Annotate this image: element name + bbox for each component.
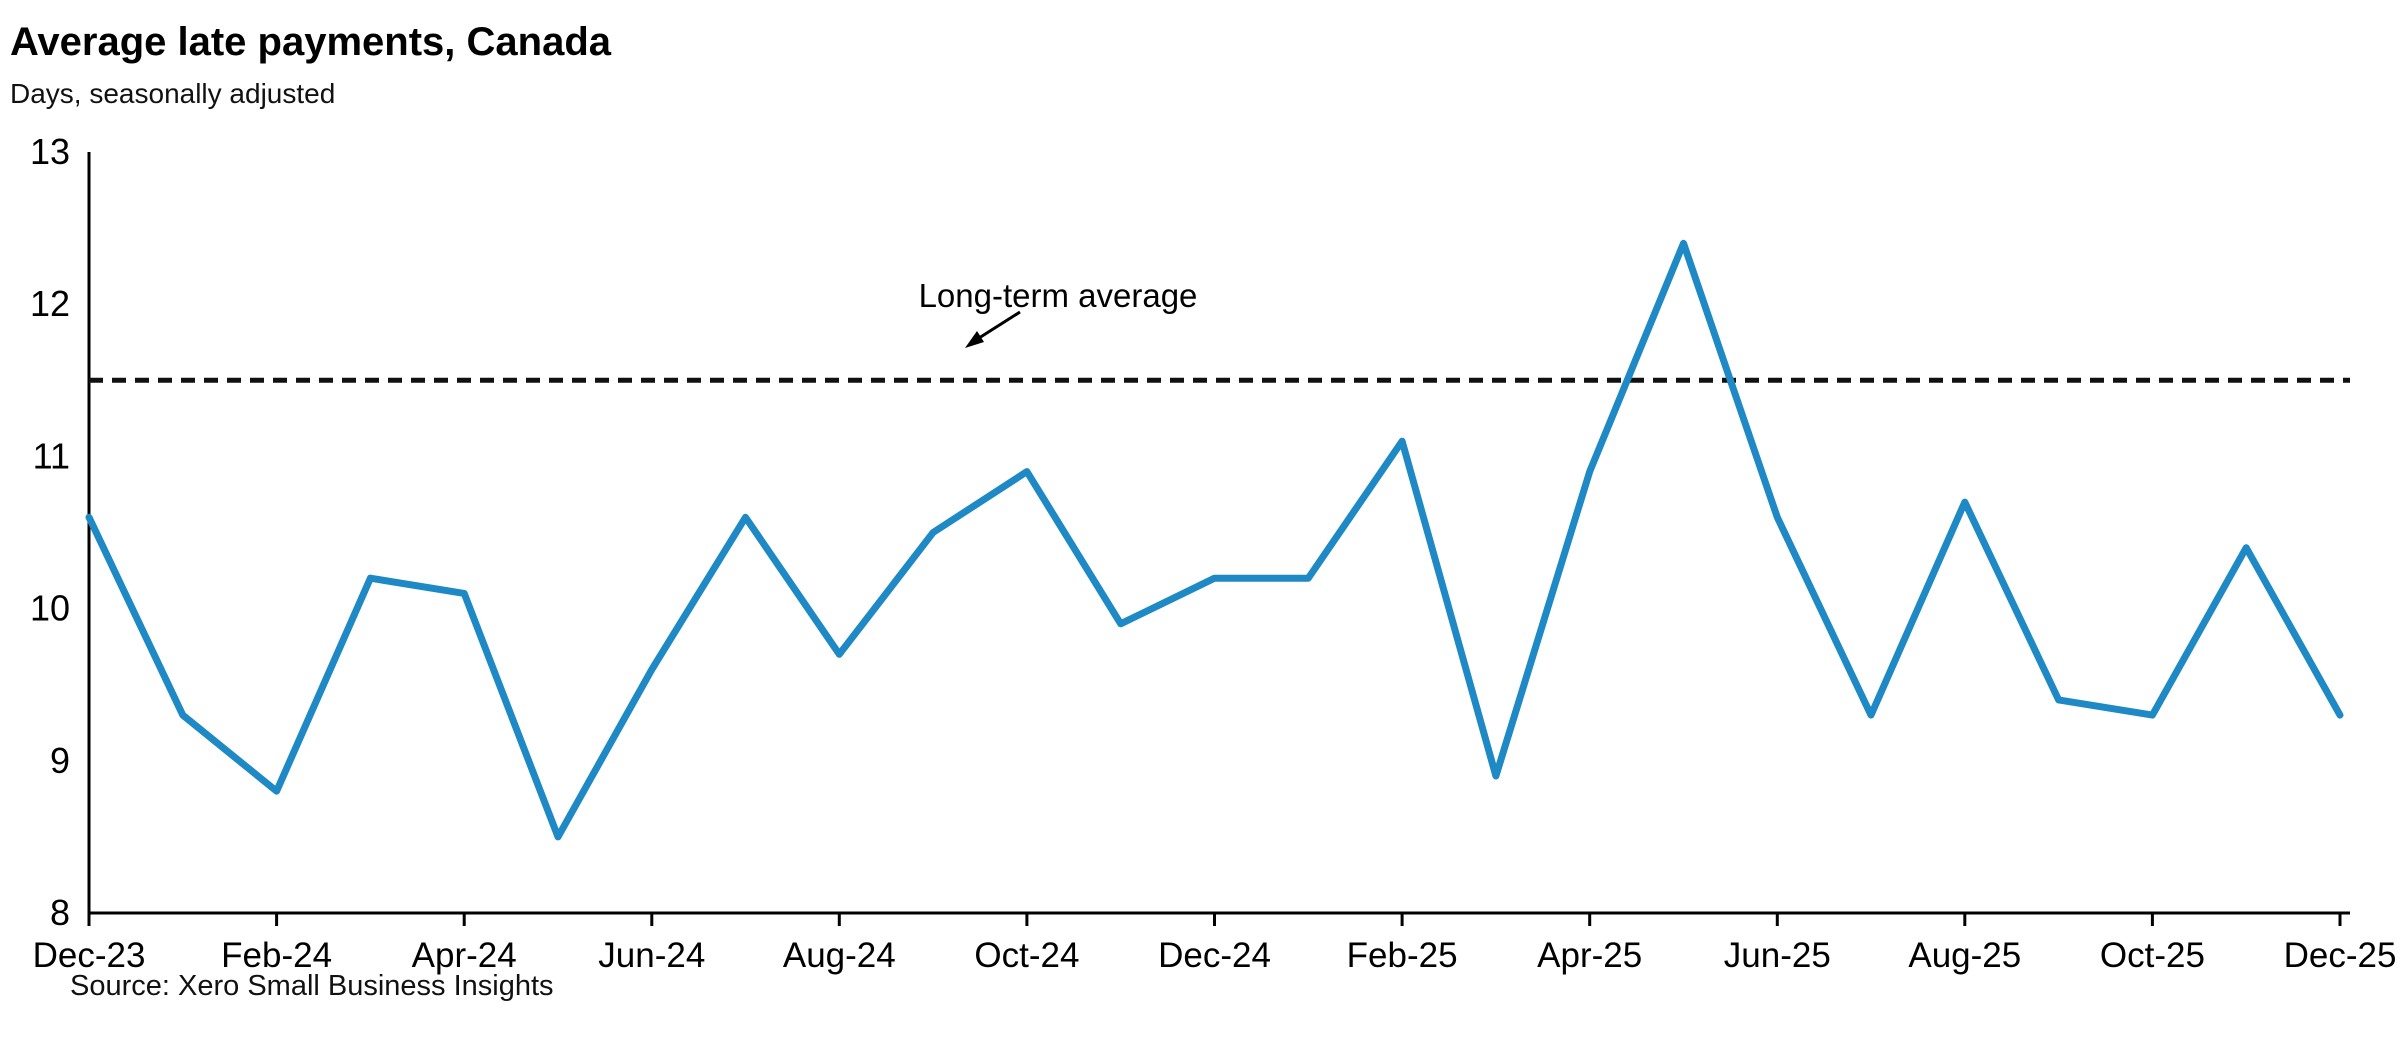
x-tick-label: Jun-25	[1724, 936, 1831, 975]
x-tick-label: Dec-24	[1158, 936, 1271, 975]
x-tick-label: Dec-23	[33, 936, 146, 975]
y-axis-labels: 8 9 10 11 12 13	[30, 131, 70, 933]
x-tick-label: Apr-24	[412, 936, 517, 975]
x-axis-labels: Dec-23 Feb-24 Apr-24 Jun-24 Aug-24 Oct-24 Dec-…	[33, 936, 2397, 975]
data-line-series	[85, 239, 2344, 841]
x-axis-ticks	[87, 913, 2342, 926]
chart-title: Average late payments, Canada	[10, 20, 611, 64]
y-tick-label: 10	[30, 588, 70, 629]
x-tick-label: Aug-24	[783, 936, 896, 975]
y-tick-label: 13	[30, 131, 70, 172]
x-tick-label: Oct-25	[2100, 936, 2205, 975]
x-tick-label: Oct-24	[974, 936, 1079, 975]
x-tick-label: Apr-25	[1537, 936, 1642, 975]
x-tick-label: Feb-24	[221, 936, 332, 975]
x-tick-label: Dec-25	[2284, 936, 2397, 975]
annotation-arrowhead	[965, 331, 984, 348]
source-caption: Source: Xero Small Business Insights	[70, 970, 554, 1002]
y-tick-label: 12	[30, 283, 70, 324]
chart-subtitle: Days, seasonally adjusted	[10, 78, 336, 109]
x-tick-label: Aug-25	[1908, 936, 2021, 975]
x-tick-label: Jun-24	[598, 936, 705, 975]
annotation-label: Long-term average	[919, 277, 1198, 314]
y-tick-label: 8	[50, 892, 70, 933]
x-tick-label: Feb-25	[1347, 936, 1458, 975]
annotation-arrow	[978, 310, 1021, 340]
y-tick-label: 9	[50, 740, 70, 781]
y-tick-label: 11	[33, 435, 70, 476]
